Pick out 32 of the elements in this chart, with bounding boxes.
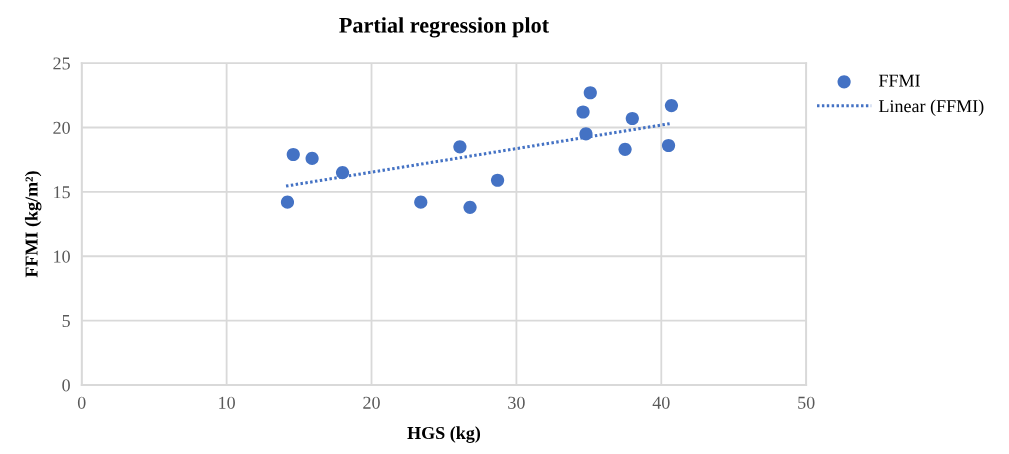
point bbox=[305, 151, 319, 165]
y-tick-label: 20 bbox=[53, 121, 70, 134]
y-tick-label: 5 bbox=[62, 315, 70, 328]
x-tick-label: 20 bbox=[363, 396, 380, 409]
y-tick-label: 15 bbox=[54, 186, 70, 199]
x-tick-label: 0 bbox=[77, 396, 86, 409]
x-tick-label: 40 bbox=[652, 396, 670, 409]
point bbox=[664, 99, 679, 113]
x-tick-label: 30 bbox=[508, 396, 525, 409]
point bbox=[280, 195, 295, 209]
point bbox=[286, 147, 300, 162]
point bbox=[661, 138, 676, 153]
point bbox=[463, 200, 477, 214]
y-tick-label: 25 bbox=[53, 57, 70, 70]
point bbox=[576, 105, 590, 119]
chart-title: Partial regression plot bbox=[339, 17, 550, 38]
point bbox=[490, 173, 505, 187]
point bbox=[414, 195, 428, 209]
point bbox=[453, 140, 467, 154]
y-axis-title: FFMI (kg/m²) bbox=[24, 171, 42, 278]
point bbox=[625, 111, 639, 126]
point bbox=[335, 165, 350, 180]
point bbox=[583, 86, 597, 100]
y-tick-label: 10 bbox=[54, 250, 70, 263]
point bbox=[579, 127, 593, 141]
point bbox=[618, 142, 632, 156]
x-tick-label: 50 bbox=[798, 396, 815, 409]
legend-label: Linear (FFMI) bbox=[878, 99, 984, 116]
legend-label: FFMI bbox=[878, 74, 920, 87]
y-tick-label: 0 bbox=[62, 379, 70, 392]
x-axis-title: HGS (kg) bbox=[407, 426, 481, 443]
x-tick-label: 10 bbox=[219, 396, 235, 409]
